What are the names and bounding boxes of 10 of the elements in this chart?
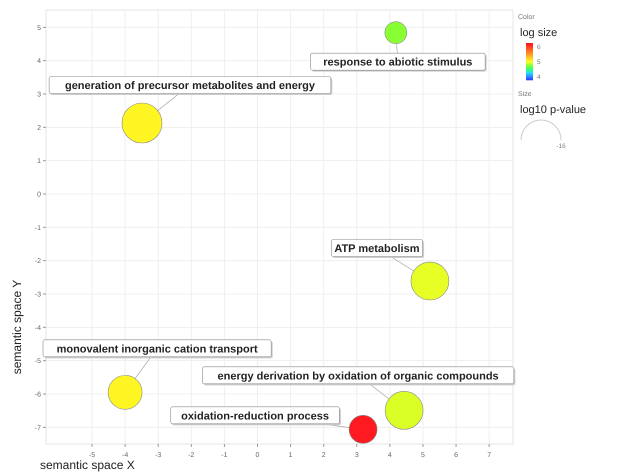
annotation: response to abiotic stimulus xyxy=(323,56,472,69)
annotation: monovalent inorganic cation transport xyxy=(56,343,258,356)
annotation: generation of precursor metabolites and energy xyxy=(64,80,316,92)
annotation: oxidation-reduction process xyxy=(181,410,330,422)
text: log10 p-value xyxy=(520,104,586,116)
color-bar-title: log size xyxy=(520,27,558,39)
annotation: ATP metabolism xyxy=(334,243,420,255)
y-axis-title: semantic space Y xyxy=(10,280,24,374)
annotation: energy derivation by oxidation of organic compounds xyxy=(218,370,499,382)
x-axis-title: semantic space X xyxy=(40,458,135,472)
